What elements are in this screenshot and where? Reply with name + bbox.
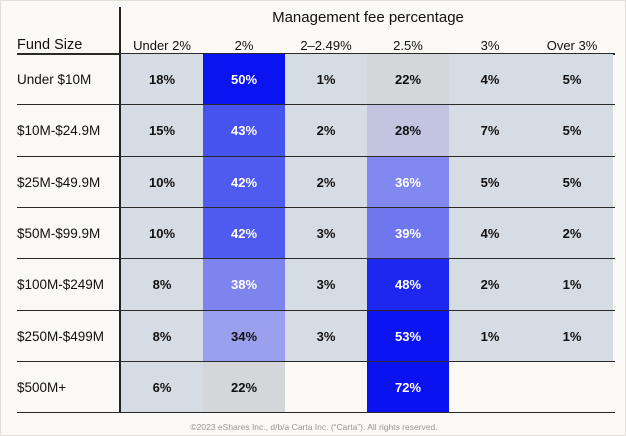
row-header-divider (119, 7, 121, 412)
column-header: 2% (234, 38, 254, 53)
data-cell: 38% (203, 259, 285, 311)
data-cell: 50% (203, 54, 285, 105)
data-cell: 43% (203, 105, 285, 157)
row-label: $25M-$49.9M (17, 174, 101, 190)
data-cell: 5% (449, 156, 531, 208)
row-label: $10M-$24.9M (17, 123, 101, 139)
data-cell (531, 362, 613, 413)
data-cell: 10% (121, 207, 203, 259)
row-divider (17, 309, 615, 311)
data-cell: 18% (121, 54, 203, 105)
data-cell: 5% (531, 54, 613, 105)
column-header: 2–2.49% (300, 38, 352, 53)
data-cell: 7% (449, 105, 531, 157)
data-cell: 72% (367, 361, 449, 413)
row-label: $50M-$99.9M (17, 225, 101, 241)
column-header: Under 2% (133, 38, 191, 53)
data-cell: 2% (531, 207, 613, 259)
data-cell: 8% (121, 310, 203, 362)
data-cell: 1% (531, 310, 613, 362)
data-cell: 2% (449, 259, 531, 311)
data-cell (449, 362, 531, 413)
row-label: $500M+ (17, 379, 67, 395)
data-cell: 22% (367, 54, 449, 105)
data-cell: 36% (367, 156, 449, 208)
data-cell: 3% (285, 310, 367, 362)
chart-title: Management fee percentage (272, 9, 464, 26)
row-label: $250M-$499M (17, 328, 105, 344)
data-cell: 5% (531, 105, 613, 157)
data-cell: 1% (449, 310, 531, 362)
data-cell (285, 362, 367, 413)
data-cell: 10% (121, 156, 203, 208)
row-divider (17, 412, 615, 414)
table-top-rule (17, 53, 615, 55)
row-divider (17, 206, 615, 208)
row-label: Under $10M (17, 72, 92, 87)
row-label: $100M-$249M (17, 277, 105, 293)
data-cell: 39% (367, 207, 449, 259)
data-cell: 3% (285, 259, 367, 311)
data-cell: 15% (121, 105, 203, 157)
column-header: 2.5% (393, 38, 423, 53)
column-header: Over 3% (546, 38, 598, 53)
data-cell: 2% (285, 156, 367, 208)
data-cell: 22% (203, 361, 285, 413)
data-cell: 1% (285, 54, 367, 105)
data-cell: 1% (531, 259, 613, 311)
data-cell: 3% (285, 207, 367, 259)
row-divider (17, 104, 615, 106)
data-cell: 4% (449, 207, 531, 259)
row-header-label: Fund Size (17, 37, 83, 53)
data-cell: 4% (449, 54, 531, 105)
data-cell: 48% (367, 259, 449, 311)
data-cell: 53% (367, 310, 449, 362)
copyright-footer: ©2023 eShares Inc., d/b/a Carta Inc. (“C… (190, 422, 438, 432)
data-cell: 28% (367, 105, 449, 157)
data-cell: 2% (285, 105, 367, 157)
row-divider (17, 258, 615, 260)
data-cell: 34% (203, 310, 285, 362)
data-cell: 6% (121, 361, 203, 413)
data-cell: 8% (121, 259, 203, 311)
data-cell: 42% (203, 156, 285, 208)
data-cell: 5% (531, 156, 613, 208)
row-divider (17, 360, 615, 362)
column-header: 3% (480, 38, 500, 53)
row-divider (17, 155, 615, 157)
data-cell: 42% (203, 207, 285, 259)
